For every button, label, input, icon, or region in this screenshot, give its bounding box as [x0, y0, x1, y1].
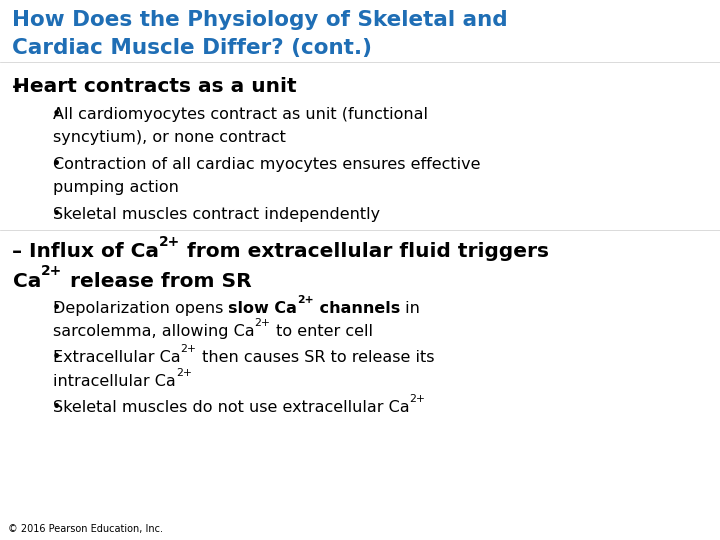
Text: How Does the Physiology of Skeletal and: How Does the Physiology of Skeletal and — [12, 10, 508, 30]
Text: •: • — [52, 301, 61, 316]
Text: •: • — [52, 107, 61, 122]
Text: •: • — [52, 400, 61, 415]
Text: Skeletal muscles do not use extracellular Ca: Skeletal muscles do not use extracellula… — [53, 400, 410, 415]
Text: Depolarization opens: Depolarization opens — [53, 301, 228, 316]
Text: 2+: 2+ — [255, 318, 271, 328]
Text: pumping action: pumping action — [53, 180, 179, 195]
Text: Ca: Ca — [13, 272, 41, 291]
Text: –: – — [12, 77, 29, 96]
Text: to enter cell: to enter cell — [271, 324, 373, 339]
Text: Heart contracts as a unit: Heart contracts as a unit — [13, 77, 297, 96]
Text: then causes SR to release its: then causes SR to release its — [197, 350, 434, 366]
Text: sarcolemma, allowing Ca: sarcolemma, allowing Ca — [53, 324, 255, 339]
Text: Skeletal muscles contract independently: Skeletal muscles contract independently — [53, 207, 380, 222]
Text: © 2016 Pearson Education, Inc.: © 2016 Pearson Education, Inc. — [8, 524, 163, 534]
Text: –: – — [12, 242, 29, 261]
Text: in: in — [400, 301, 420, 316]
Text: intracellular Ca: intracellular Ca — [53, 374, 176, 389]
Text: 2+: 2+ — [181, 345, 197, 354]
Text: •: • — [52, 350, 61, 366]
Text: 2+: 2+ — [410, 394, 426, 404]
Text: syncytium), or none contract: syncytium), or none contract — [53, 130, 286, 145]
Text: release from SR: release from SR — [63, 272, 251, 291]
Text: •: • — [52, 157, 61, 172]
Text: Influx of Ca: Influx of Ca — [29, 242, 159, 261]
Text: Contraction of all cardiac myocytes ensures effective: Contraction of all cardiac myocytes ensu… — [53, 157, 480, 172]
Text: 2+: 2+ — [159, 234, 181, 248]
Text: •: • — [52, 207, 61, 222]
Text: channels: channels — [314, 301, 400, 316]
Text: 2+: 2+ — [176, 368, 192, 377]
Text: from extracellular fluid triggers: from extracellular fluid triggers — [181, 242, 549, 261]
Text: Cardiac Muscle Differ? (cont.): Cardiac Muscle Differ? (cont.) — [12, 38, 372, 58]
Text: 2+: 2+ — [41, 265, 63, 279]
Text: Extracellular Ca: Extracellular Ca — [53, 350, 181, 366]
Text: slow Ca: slow Ca — [228, 301, 297, 316]
Text: 2+: 2+ — [297, 295, 314, 305]
Text: All cardiomyocytes contract as unit (functional: All cardiomyocytes contract as unit (fun… — [53, 107, 428, 122]
